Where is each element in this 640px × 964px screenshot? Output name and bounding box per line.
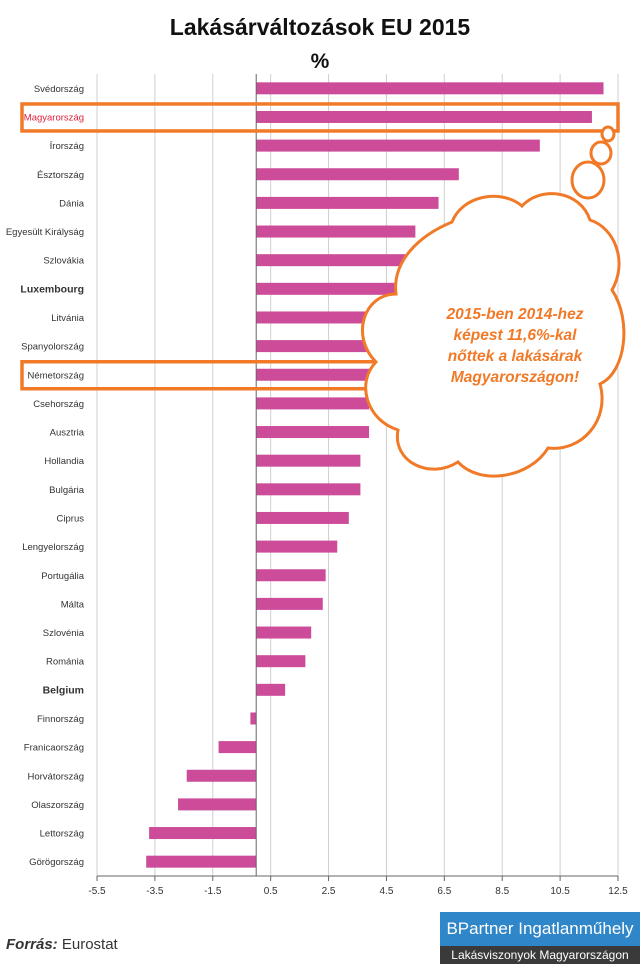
- category-label: Románia: [46, 657, 85, 668]
- bar: [256, 569, 326, 582]
- bar: [256, 511, 349, 524]
- bar: [256, 597, 323, 610]
- category-label: Belgium: [43, 684, 84, 696]
- x-tick-label: 4.5: [379, 886, 393, 897]
- category-label: Ausztria: [50, 428, 85, 439]
- bar: [149, 827, 257, 840]
- highlight-box: [20, 102, 620, 133]
- chart-title: Lakásárváltozások EU 2015: [169, 14, 471, 40]
- x-tick-label: 8.5: [495, 886, 509, 897]
- category-label: Lettország: [40, 829, 84, 840]
- category-label: Hollandia: [44, 456, 84, 467]
- category-label: Lengyelország: [22, 542, 84, 553]
- bar: [256, 683, 286, 696]
- category-label: Magyarország: [24, 112, 84, 123]
- logo-line-1: BPartner Ingatlanműhely: [440, 912, 640, 946]
- x-tick-label: 10.5: [550, 886, 570, 897]
- x-tick-label: -1.5: [204, 886, 222, 897]
- bar: [256, 311, 390, 324]
- category-labels: Svédország Magyarország Írország Észtország…: [6, 84, 85, 868]
- category-label: Horvátország: [28, 771, 85, 782]
- bar: [186, 769, 257, 782]
- category-label: Franicaország: [24, 743, 84, 754]
- bar: [218, 741, 257, 754]
- category-label: Szlovénia: [43, 628, 85, 639]
- callout-bubble-large: [570, 160, 606, 200]
- logo-line-2: Lakásviszonyok Magyarországon: [440, 946, 640, 964]
- x-tick-label: 6.5: [437, 886, 451, 897]
- bar: [256, 397, 370, 410]
- category-label: Írország: [50, 141, 84, 152]
- source-value: Eurostat: [61, 936, 118, 953]
- bar: [256, 454, 361, 467]
- category-label: Litvánia: [51, 313, 84, 324]
- bar: [256, 225, 416, 238]
- x-axis: -5.5 -3.5 -1.5 0.5 2.5 4.5 6.5 8.5 10.5 12.5: [88, 74, 628, 897]
- category-label: Szlovákia: [43, 256, 84, 267]
- x-tick-label: -5.5: [88, 886, 106, 897]
- bar: [256, 626, 312, 639]
- category-label: Luxembourg: [20, 283, 84, 295]
- bar: [256, 655, 306, 668]
- brand-logo: BPartner Ingatlanműhely Lakásviszonyok M…: [440, 912, 640, 964]
- source-note: Forrás: Eurostat: [6, 936, 118, 953]
- category-label: Portugália: [41, 571, 84, 582]
- category-label: Málta: [61, 599, 85, 610]
- bar: [256, 139, 540, 152]
- category-label: Németország: [28, 370, 85, 381]
- bar: [256, 196, 439, 209]
- bar: [256, 82, 604, 95]
- source-label: Forrás:: [6, 936, 58, 953]
- bar: [256, 483, 361, 496]
- chart-unit: %: [310, 50, 330, 73]
- category-label: Dánia: [59, 198, 85, 209]
- bar: [250, 712, 257, 725]
- bar: [178, 798, 257, 811]
- category-label: Egyesült Királyság: [6, 227, 84, 238]
- x-tick-label: 12.5: [608, 886, 628, 897]
- category-label: Finnország: [37, 714, 84, 725]
- bar: [146, 855, 257, 868]
- category-label: Görögország: [29, 857, 84, 868]
- callout-text: 2015-ben 2014-hez képest 11,6%-kal nőtte…: [446, 306, 584, 386]
- bar: [256, 368, 375, 381]
- x-tick-label: 2.5: [322, 886, 336, 897]
- callout-bubble-small: [600, 125, 616, 143]
- category-label: Csehország: [33, 399, 84, 410]
- category-label: Ciprus: [57, 513, 85, 524]
- bar: [256, 282, 404, 295]
- callout-bubble-medium: [589, 140, 613, 166]
- bar: [256, 340, 375, 353]
- category-label: Észtország: [37, 170, 84, 181]
- category-label: Bulgária: [49, 485, 85, 496]
- bar: [256, 168, 459, 181]
- bar: [256, 540, 338, 553]
- bar: [256, 110, 592, 123]
- bars: [146, 82, 604, 868]
- bar: [256, 426, 370, 439]
- category-label: Svédország: [34, 84, 84, 95]
- category-label: Spanyolország: [21, 342, 84, 353]
- x-tick-label: -3.5: [146, 886, 164, 897]
- bar: [256, 254, 416, 267]
- callout-cloud: [360, 125, 626, 478]
- x-tick-label: 0.5: [264, 886, 278, 897]
- callout-cloud-shape: [360, 192, 626, 478]
- category-label: Olaszország: [31, 800, 84, 811]
